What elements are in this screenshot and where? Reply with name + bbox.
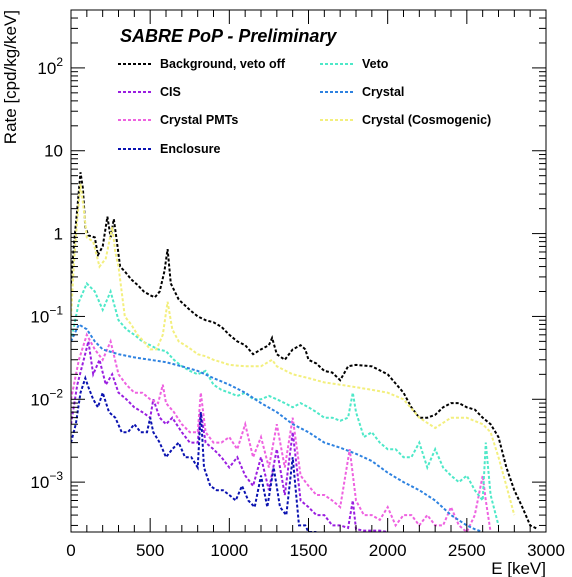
legend-label-veto: Veto [362,57,389,71]
x-tick-label: 0 [66,541,75,560]
y-tick-label: 10 [44,142,63,161]
y-tick-label: 10−3 [30,469,63,492]
y-tick-label: 10−1 [30,303,63,326]
series-line-crystal-pmts [71,332,492,532]
x-axis-label: E [keV] [491,559,546,577]
legend-label-enclosure: Enclosure [160,142,220,156]
x-tick-label: 1000 [210,541,248,560]
series-line-crystal-cosmogenic [71,183,516,516]
x-tick-label: 500 [136,541,164,560]
y-tick-label: 1 [54,225,63,244]
series-line-crystal [71,323,484,532]
legend-label-cis: CIS [160,85,181,99]
axis-layer: 0 500 1000 1500 2000 2500 3000 10−3 10−2 10−1 1 10 1… [30,9,565,560]
legend: Background, veto off Veto CIS Crystal Crysta… [118,57,491,156]
plot-frame [70,9,547,533]
series-line-enclosure [71,374,317,532]
x-tick-label: 3000 [527,541,565,560]
x-tick-label: 2500 [448,541,486,560]
series-line-background-veto-off [71,172,539,531]
x-tick-label: 2000 [369,541,407,560]
series-line-cis [71,341,388,532]
y-tick-label: 10−2 [30,386,63,409]
legend-label-background-veto-off: Background, veto off [160,57,286,71]
y-axis-label: Rate [cpd/kg/keV] [1,10,20,144]
series-layer [71,172,539,532]
chart-title: SABRE PoP - Preliminary [120,26,337,46]
y-tick-label: 102 [37,55,63,78]
legend-label-crystal-pmts: Crystal PMTs [160,113,238,127]
legend-label-crystal: Crystal [362,85,404,99]
x-tick-label: 1500 [290,541,328,560]
legend-label-crystal-cosmogenic: Crystal (Cosmogenic) [362,113,491,127]
